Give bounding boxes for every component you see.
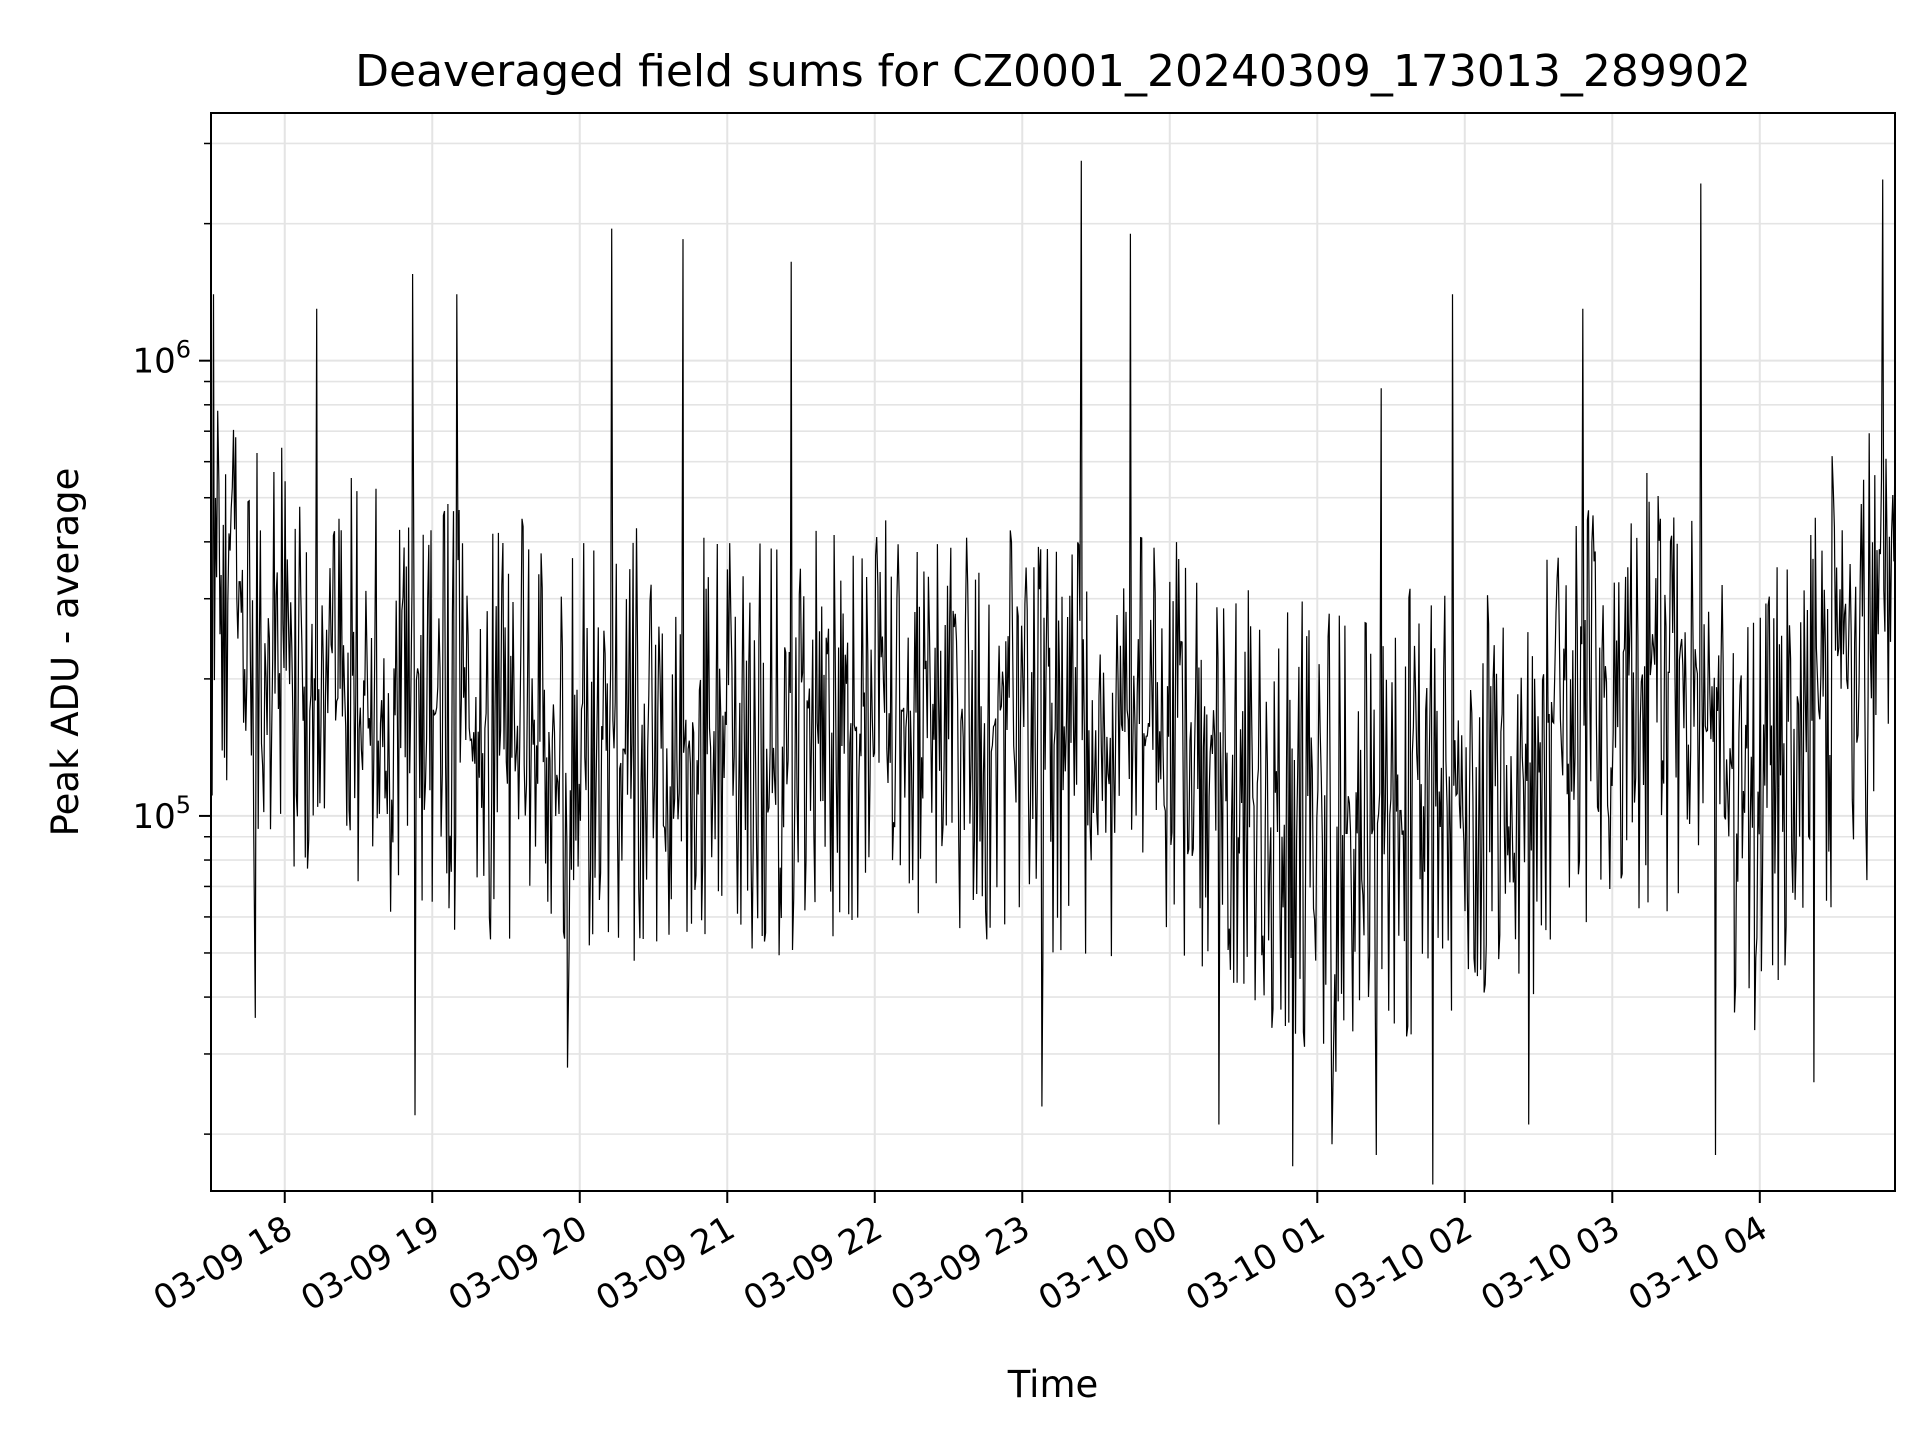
series-line xyxy=(210,160,1896,1185)
chart-title: Deaveraged field sums for CZ0001_2024030… xyxy=(355,46,1751,97)
y-axis-label: Peak ADU - average xyxy=(44,468,87,837)
y-tick-label: 105 xyxy=(132,791,191,837)
y-tick-label: 106 xyxy=(132,336,191,382)
series-path xyxy=(210,160,1896,1185)
x-axis-label: Time xyxy=(1007,1363,1099,1406)
y-axis: 105 106 xyxy=(132,142,211,1135)
plot-frame xyxy=(210,112,1896,1192)
